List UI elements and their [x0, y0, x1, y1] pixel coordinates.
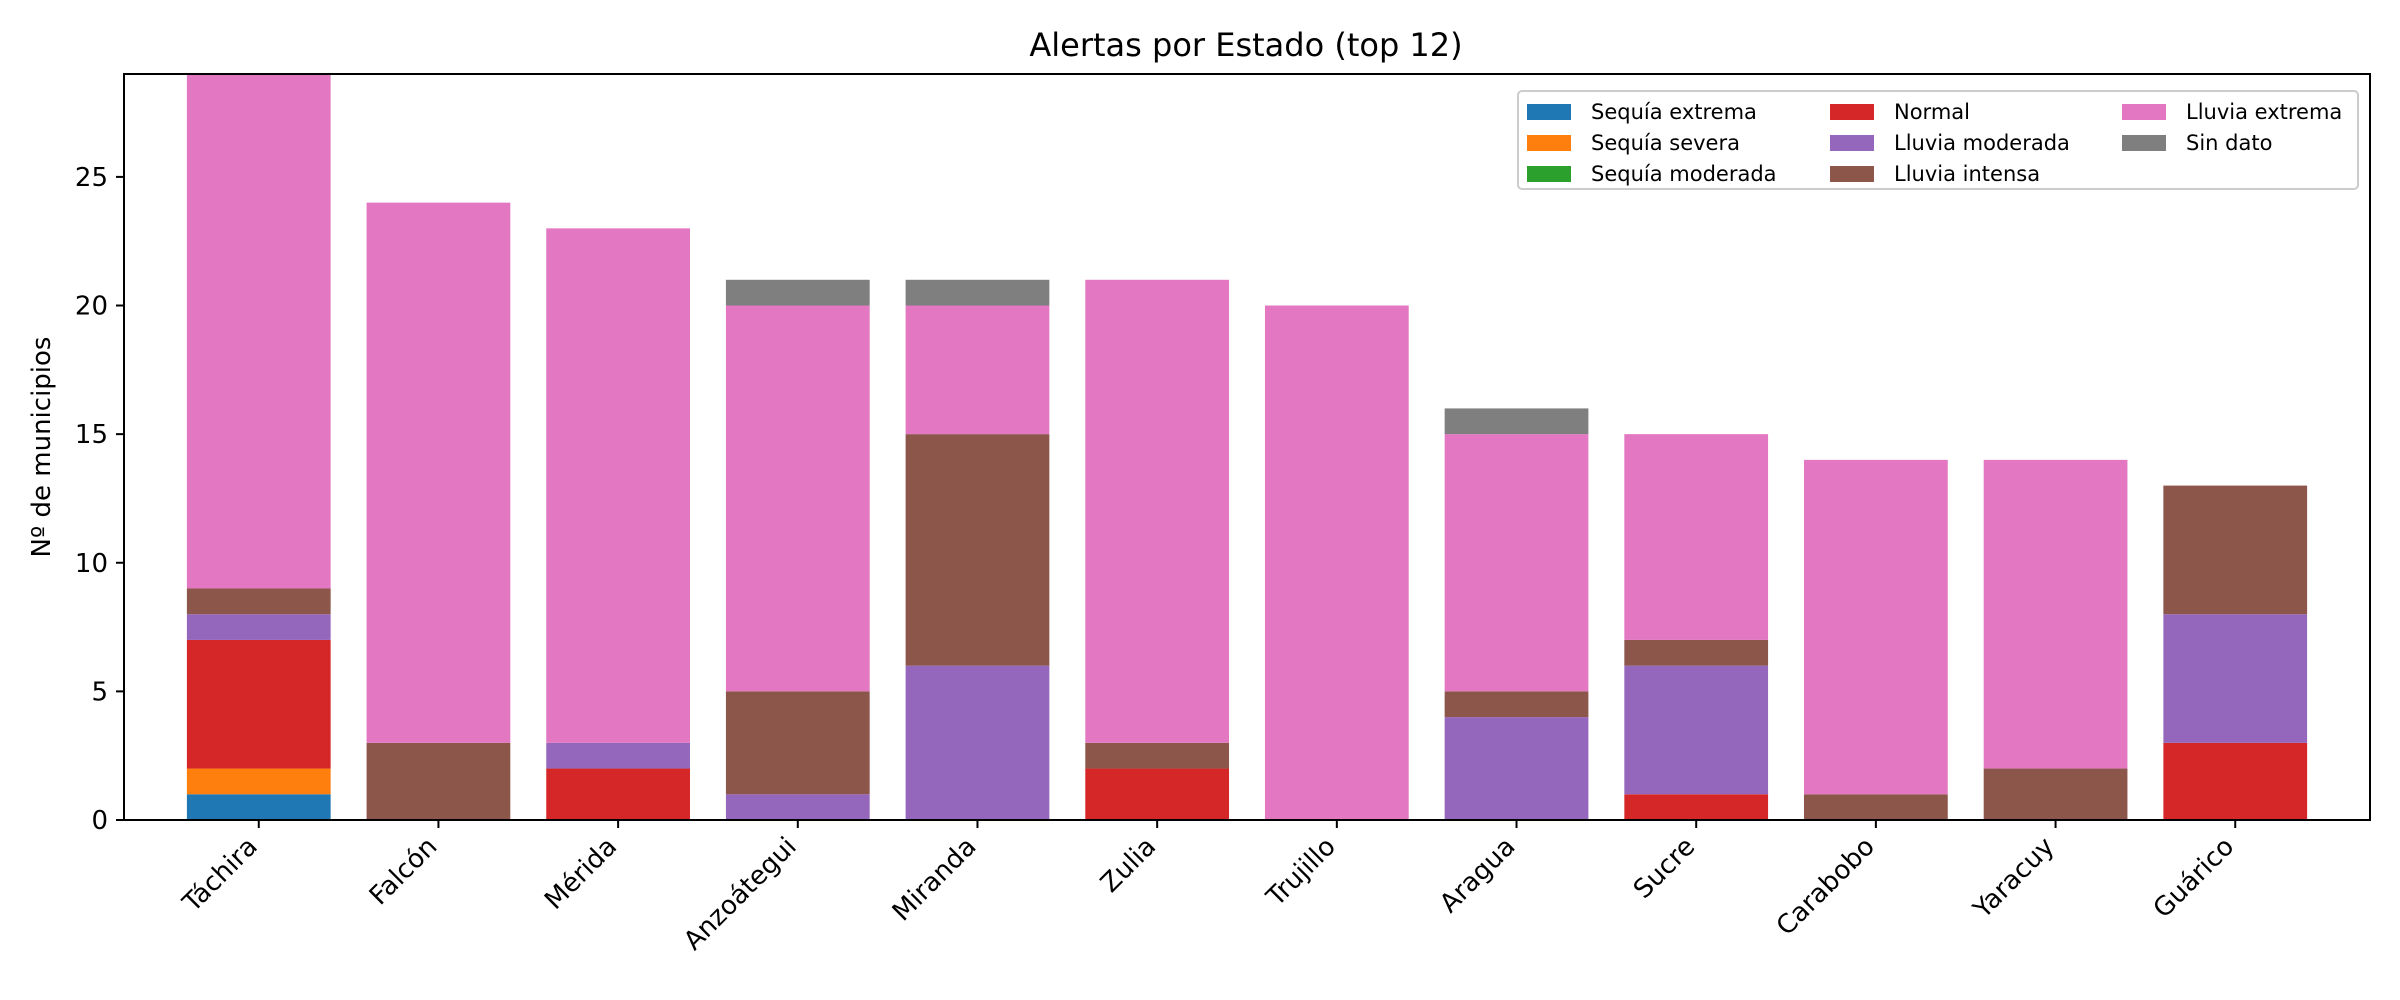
- legend-swatch: [1527, 166, 1571, 182]
- bar-segment: [2163, 742, 2308, 820]
- x-tick-label: Aragua: [1434, 832, 1521, 919]
- y-tick-label: 10: [75, 549, 108, 579]
- bar-segment: [1444, 408, 1589, 435]
- y-tick-label: 15: [75, 420, 108, 450]
- y-tick-label: 20: [75, 292, 108, 322]
- bar-segment: [1085, 742, 1230, 769]
- legend: Sequía extrema Sequía severa Sequía modera…: [1517, 90, 2359, 190]
- bar-segment: [725, 691, 870, 795]
- bar-segment: [1444, 691, 1589, 718]
- bar-segment: [186, 794, 331, 820]
- legend-entry: Lluvia extrema: [2186, 100, 2342, 124]
- x-tick-label: Zulia: [1095, 832, 1162, 899]
- legend-entry: Lluvia intensa: [1894, 162, 2040, 186]
- bar-segment: [186, 768, 331, 795]
- bar-segment: [1085, 279, 1230, 743]
- bar-segment: [1624, 434, 1769, 640]
- bar-segment: [186, 614, 331, 640]
- bar-segment: [1624, 794, 1769, 820]
- y-tick-label: 25: [75, 163, 108, 193]
- bar-segment: [1983, 768, 2128, 820]
- legend-swatch: [2122, 135, 2166, 151]
- chart-title: Alertas por Estado (top 12): [1029, 26, 1462, 64]
- legend-entry: Sequía extrema: [1591, 100, 1757, 124]
- bar-segment: [725, 794, 870, 820]
- bar-segment: [1444, 434, 1589, 692]
- bar-segment: [1983, 459, 2128, 769]
- bar-segment: [1624, 639, 1769, 666]
- x-tick-label: Guárico: [2148, 832, 2240, 924]
- x-tick-label: Falcón: [364, 832, 443, 911]
- legend-swatch: [1830, 166, 1874, 182]
- legend-swatch: [1527, 135, 1571, 151]
- bar-segment: [2163, 614, 2308, 743]
- bar-segment: [905, 434, 1050, 666]
- bar-segment: [1804, 459, 1948, 795]
- x-tick-label: Táchira: [177, 832, 264, 919]
- bar-segment: [1264, 305, 1409, 821]
- bar-segment: [546, 742, 690, 769]
- x-tick-label: Mérida: [539, 832, 623, 916]
- legend-entry: Sin dato: [2186, 131, 2272, 155]
- legend-swatch: [1830, 135, 1874, 151]
- bar-segment: [2163, 485, 2308, 615]
- bar-segment: [186, 588, 331, 615]
- bar-segment: [725, 305, 870, 692]
- y-tick-label: 5: [91, 677, 108, 707]
- legend-swatch: [1830, 104, 1874, 120]
- legend-entry: Sequía moderada: [1591, 162, 1777, 186]
- x-tick-label: Miranda: [887, 832, 983, 928]
- x-tick-label: Trujillo: [1260, 832, 1341, 913]
- x-tick-label: Yaracuy: [1967, 832, 2060, 925]
- y-tick-label: 0: [91, 806, 108, 836]
- bar-segment: [366, 202, 511, 743]
- bar-segment: [1444, 717, 1589, 820]
- bars-group: [186, 74, 2308, 821]
- legend-swatch: [2122, 104, 2166, 120]
- legend-swatch: [1527, 104, 1571, 120]
- legend-entry: Lluvia moderada: [1894, 131, 2070, 155]
- bar-segment: [725, 279, 870, 306]
- bar-segment: [905, 305, 1050, 435]
- legend-entry: Sequía severa: [1591, 131, 1740, 155]
- x-tick-label: Carabobo: [1771, 832, 1881, 942]
- bar-segment: [905, 665, 1050, 820]
- bar-segment: [1624, 665, 1769, 795]
- bar-segment: [905, 279, 1050, 306]
- y-axis-label: Nº de municipios: [27, 337, 57, 558]
- plot-frame: [123, 73, 2371, 821]
- x-tick-label: Sucre: [1628, 832, 1701, 905]
- bar-segment: [366, 742, 511, 820]
- bar-segment: [546, 768, 690, 820]
- bar-segment: [546, 228, 690, 743]
- bar-segment: [186, 74, 331, 589]
- bar-segment: [1085, 768, 1230, 820]
- legend-entry: Normal: [1894, 100, 1970, 124]
- bar-segment: [186, 639, 331, 769]
- x-tick-label: Anzoátegui: [678, 832, 803, 957]
- bar-segment: [1804, 794, 1948, 820]
